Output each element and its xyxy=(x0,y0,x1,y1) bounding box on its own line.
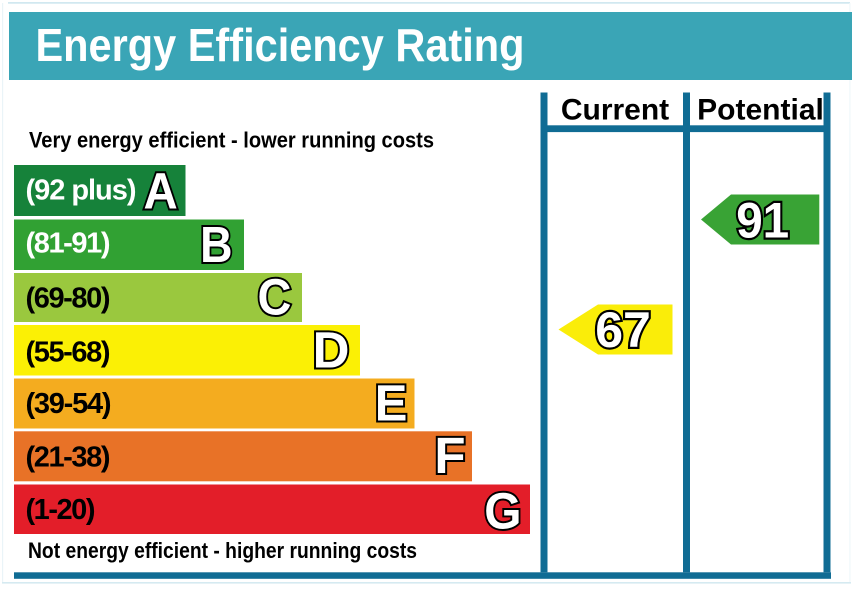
svg-text:(81-91): (81-91) xyxy=(26,228,111,260)
svg-text:A: A xyxy=(143,163,177,220)
svg-text:F: F xyxy=(434,427,465,484)
svg-text:Current: Current xyxy=(561,94,669,127)
svg-text:(21-38): (21-38) xyxy=(26,442,111,474)
svg-text:D: D xyxy=(313,322,350,379)
svg-text:(55-68): (55-68) xyxy=(26,336,111,368)
svg-text:C: C xyxy=(257,270,291,326)
svg-text:E: E xyxy=(375,375,408,432)
svg-text:G: G xyxy=(484,483,521,540)
svg-text:B: B xyxy=(200,217,232,273)
svg-text:(92 plus): (92 plus) xyxy=(26,175,137,207)
svg-text:Very energy efficient - lower: Very energy efficient - lower running co… xyxy=(29,128,434,153)
svg-text:(39-54): (39-54) xyxy=(26,388,112,420)
svg-text:Energy Efficiency Rating: Energy Efficiency Rating xyxy=(36,19,525,71)
svg-text:Not energy efficient - higher: Not energy efficient - higher running co… xyxy=(28,538,417,563)
svg-text:91: 91 xyxy=(736,193,789,249)
svg-text:67: 67 xyxy=(595,302,651,358)
svg-text:(1-20): (1-20) xyxy=(26,494,96,526)
svg-text:(69-80): (69-80) xyxy=(26,283,111,315)
svg-text:Potential: Potential xyxy=(697,94,824,127)
